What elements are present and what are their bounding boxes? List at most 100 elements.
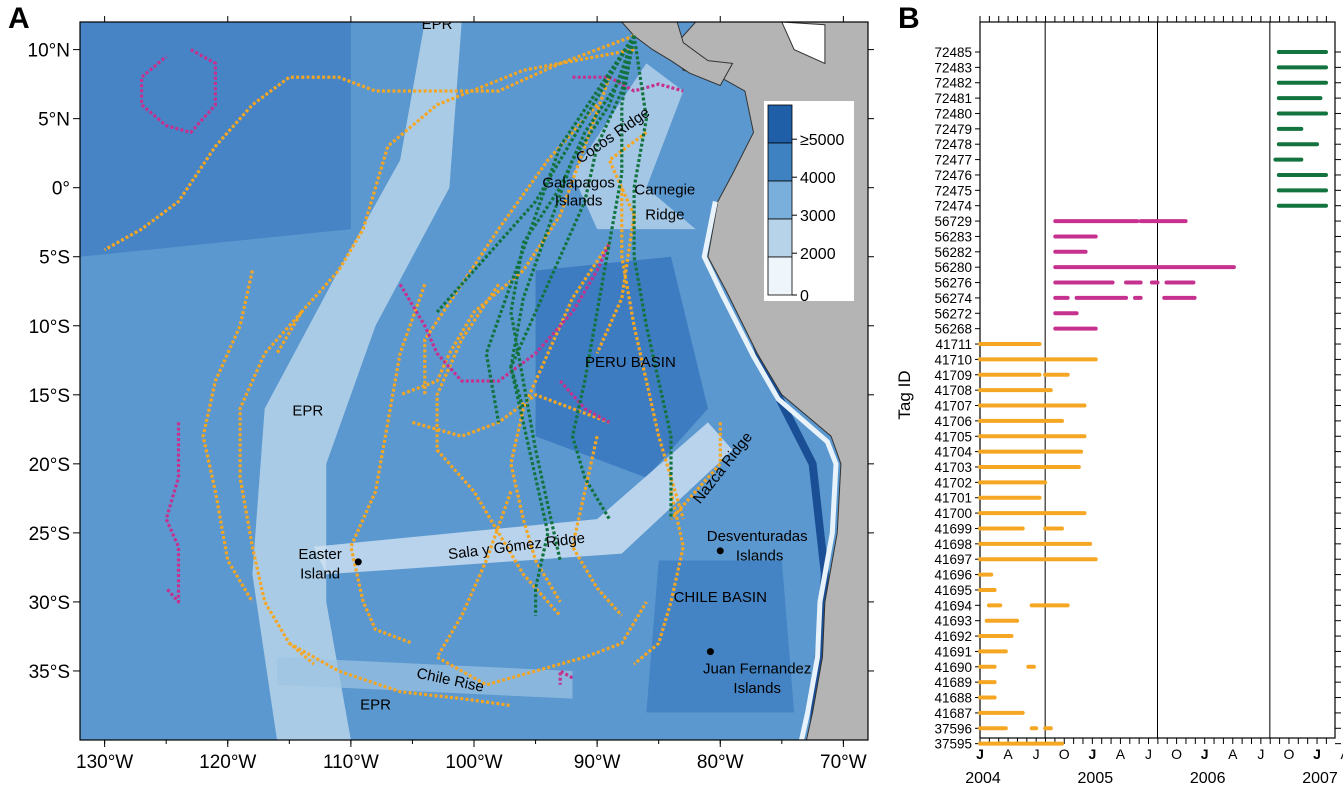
y-tick-label: 30°S: [29, 593, 70, 614]
tag-id-label: 41691: [934, 644, 972, 659]
y-tick-label: 35°S: [29, 662, 70, 683]
tag-id-label: 41697: [934, 552, 972, 567]
month-label: J: [1145, 746, 1152, 762]
month-label: A: [1340, 746, 1343, 762]
y-tick-label: 10°S: [29, 317, 70, 338]
x-tick-label: 130°W: [76, 752, 133, 773]
track-path: [509, 35, 636, 410]
tag-id-label: 56274: [934, 291, 972, 306]
tag-id-label: 56282: [934, 245, 972, 260]
map-annotation: EPR: [292, 403, 323, 420]
track-path: [103, 34, 635, 252]
year-label: 2007: [1302, 770, 1338, 787]
x-tick-label: 100°W: [445, 752, 502, 773]
tag-id-label: 72476: [934, 168, 972, 183]
track-path: [435, 283, 562, 617]
y-tick-label: 10°N: [28, 41, 70, 62]
tag-id-label: 41709: [934, 368, 972, 383]
x-tick-label: 90°W: [574, 752, 621, 773]
track-series-1: [140, 48, 684, 685]
map-annotation: EPR: [360, 697, 391, 714]
track-path: [595, 131, 648, 355]
track-path: [570, 435, 623, 617]
track-path: [632, 35, 673, 520]
track-path: [509, 35, 636, 561]
tag-id-label: 41711: [935, 337, 972, 352]
track-path: [349, 283, 427, 645]
month-label: O: [1283, 746, 1294, 762]
track-path: [201, 270, 254, 603]
tag-id-label: 41698: [934, 537, 972, 552]
tag-id-label: 72479: [934, 122, 972, 137]
track-series-2: [435, 34, 673, 616]
island-marker: [716, 547, 724, 555]
map-annotation: PERU BASIN: [585, 354, 676, 371]
track-path: [238, 310, 315, 666]
track-path: [435, 490, 648, 687]
tag-id-label: 41689: [934, 675, 972, 690]
tag-id-label: 72480: [934, 106, 972, 121]
tag-id-label: 56729: [934, 214, 972, 229]
legend-swatch: [767, 104, 793, 144]
y-tick-label: 5°N: [38, 110, 70, 131]
map-annotation: Island: [300, 565, 340, 582]
legend-swatch: [767, 180, 793, 220]
month-label: A: [1228, 746, 1238, 762]
legend-swatch: [767, 218, 793, 258]
track-path: [572, 75, 684, 93]
y-tick-label: 20°S: [29, 455, 70, 476]
tag-id-label: 41706: [934, 414, 972, 429]
tag-id-label: 41708: [934, 383, 972, 398]
tag-id-label: 41692: [934, 629, 972, 644]
tag-id-label: 56280: [934, 260, 972, 275]
month-label: J: [976, 746, 984, 762]
tag-id-label: 56276: [934, 276, 972, 291]
y-axis-label: Tag ID: [895, 370, 914, 419]
x-tick-label: 120°W: [199, 752, 256, 773]
tag-id-label: 56283: [934, 229, 972, 244]
x-tick-label: 80°W: [697, 752, 744, 773]
track-series-0: [103, 34, 722, 708]
tag-id-label: 56268: [934, 322, 972, 337]
tag-id-label: 41699: [934, 521, 972, 536]
y-tick-label: 5°S: [39, 248, 70, 269]
depth-legend: ≥5000 4000 3000 2000 0: [764, 101, 854, 305]
y-tick-label: 25°S: [29, 524, 70, 545]
legend-label: ≥5000: [800, 132, 844, 149]
month-label: J: [1088, 746, 1096, 762]
chile-basin-shade: [646, 560, 795, 713]
tag-id-label: 41704: [934, 445, 972, 460]
epr-ridge-shade: [252, 22, 462, 740]
map-annotation: Galapagos: [542, 175, 615, 192]
x-tick-label: 110°W: [323, 752, 379, 773]
map-annotation: Carnegie: [634, 182, 695, 199]
tag-id-label: 72483: [934, 60, 972, 75]
cocos-ridge-shade: [572, 63, 696, 230]
track-path: [558, 669, 574, 685]
track-path: [275, 48, 635, 355]
track-path: [633, 491, 685, 666]
track-path: [164, 422, 181, 604]
legend-label: 4000: [800, 170, 836, 187]
tag-id-label: 41702: [934, 475, 972, 490]
month-label: J: [1313, 746, 1321, 762]
central-america-land: [621, 22, 734, 87]
panel-label-a: A: [8, 2, 30, 35]
island-marker: [354, 558, 362, 566]
legend-label: 0: [800, 288, 809, 305]
track-path: [398, 242, 611, 383]
map-annotation: Easter: [298, 546, 341, 563]
tag-id-label: 41693: [934, 614, 972, 629]
track-path: [620, 187, 685, 520]
tag-id-label: 72475: [934, 183, 972, 198]
track-path: [399, 76, 611, 397]
month-label: J: [1033, 746, 1040, 762]
tag-id-label: 41687: [934, 706, 972, 721]
tag-id-label: 41694: [934, 598, 972, 613]
peru-basin-shade: [535, 256, 708, 478]
map-annotation: Islands: [736, 548, 784, 565]
month-label: J: [1257, 746, 1264, 762]
map-annotation: CHILE BASIN: [674, 589, 767, 606]
tag-id-label: 41705: [934, 429, 972, 444]
